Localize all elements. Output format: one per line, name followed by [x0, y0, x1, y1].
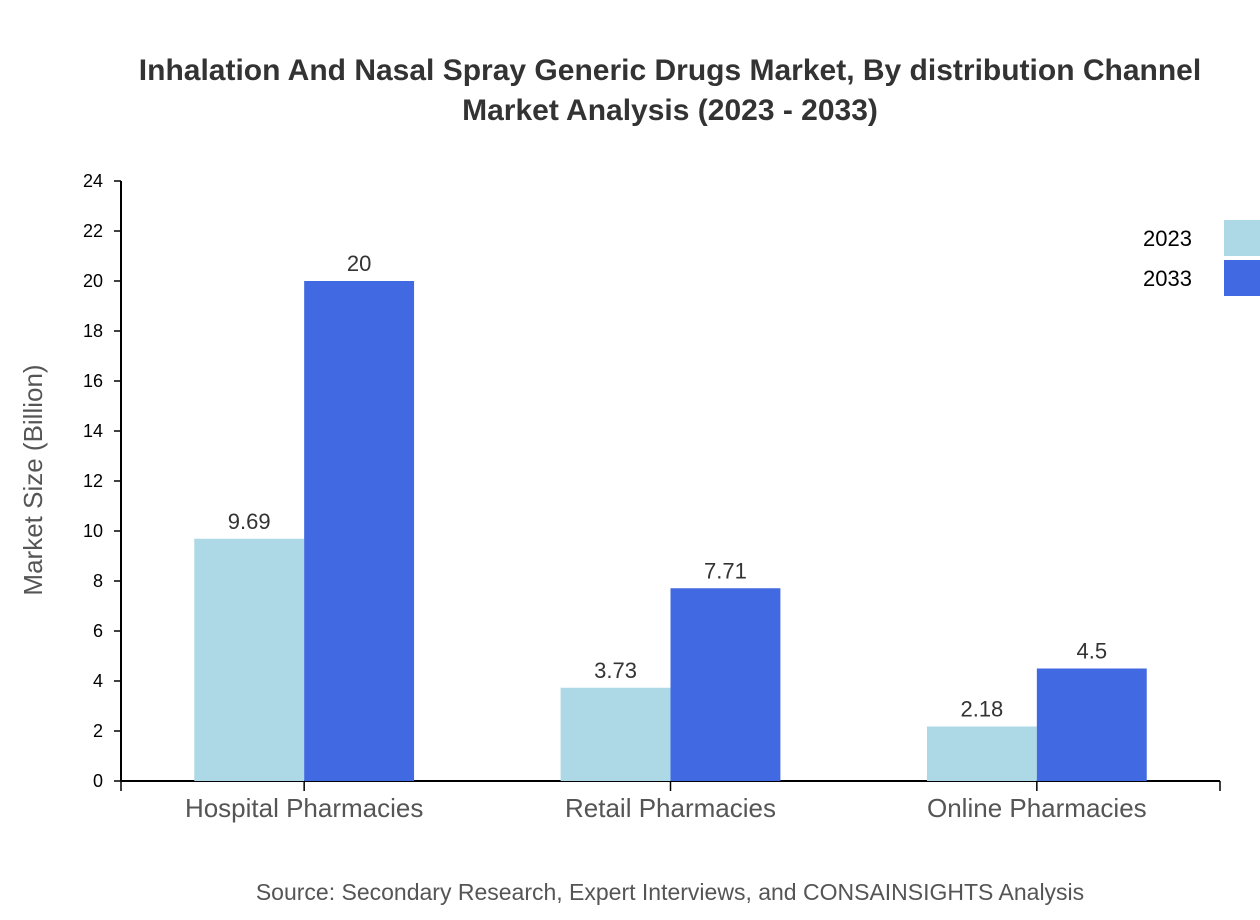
- bar-2033: [304, 281, 415, 781]
- y-tick-label: 14: [83, 421, 103, 441]
- data-label: 2.18: [960, 697, 1003, 722]
- x-tick-label: Online Pharmacies: [927, 793, 1147, 823]
- y-tick-label: 10: [83, 521, 103, 541]
- y-tick-label: 24: [83, 171, 103, 191]
- x-tick-label: Hospital Pharmacies: [185, 793, 423, 823]
- chart-title: Inhalation And Nasal Spray Generic Drugs…: [139, 54, 1201, 87]
- y-tick-label: 4: [93, 671, 103, 691]
- data-label: 7.71: [704, 558, 747, 583]
- y-tick-label: 20: [83, 271, 103, 291]
- data-label: 4.5: [1076, 639, 1107, 664]
- x-tick-label: Retail Pharmacies: [565, 793, 776, 823]
- data-label: 9.69: [228, 509, 271, 534]
- bar-2033: [1036, 668, 1147, 781]
- bar-2033: [670, 588, 781, 781]
- source-note: Source: Secondary Research, Expert Inter…: [256, 879, 1084, 905]
- legend-swatch: [1224, 220, 1260, 256]
- bar-2023: [194, 538, 305, 781]
- y-tick-label: 22: [83, 221, 103, 241]
- y-tick-label: 2: [93, 721, 103, 741]
- data-label: 20: [347, 251, 371, 276]
- y-axis-label: Market Size (Billion): [18, 364, 48, 595]
- legend-label: 2033: [1143, 266, 1192, 291]
- y-tick-label: 16: [83, 371, 103, 391]
- legend-label: 2023: [1143, 226, 1192, 251]
- legend-swatch: [1224, 260, 1260, 296]
- bar-2023: [926, 726, 1037, 781]
- data-label: 3.73: [594, 658, 637, 683]
- y-tick-label: 6: [93, 621, 103, 641]
- y-tick-label: 8: [93, 571, 103, 591]
- y-tick-label: 18: [83, 321, 103, 341]
- y-tick-label: 12: [83, 471, 103, 491]
- bar-2023: [560, 687, 671, 781]
- y-tick-label: 0: [93, 771, 103, 791]
- chart-subtitle: Market Analysis (2023 - 2033): [462, 94, 878, 127]
